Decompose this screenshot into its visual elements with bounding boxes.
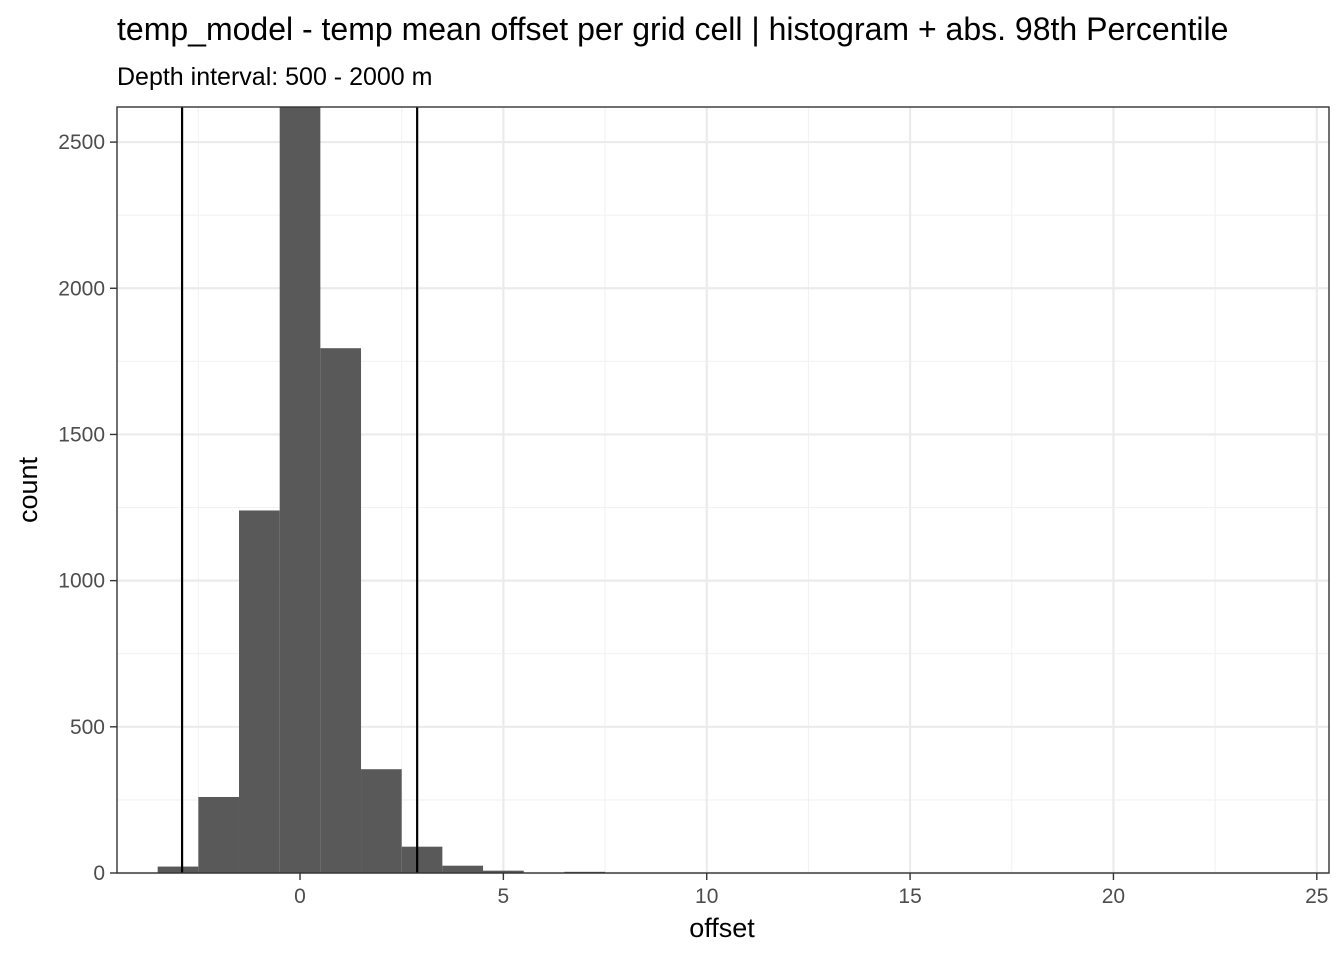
x-tick-label: 0 [294,885,306,908]
y-tick-label: 2500 [58,131,105,154]
y-tick-label: 2000 [58,277,105,300]
x-tick-label: 20 [1102,885,1125,908]
y-tick-label: 500 [70,716,105,739]
histogram-bar [239,510,280,873]
histogram-bar [279,107,321,873]
chart-title: temp_model - temp mean offset per grid c… [117,11,1228,47]
y-tick-label: 1500 [58,423,105,446]
histogram-bar [361,769,402,873]
histogram-bar [442,865,484,873]
y-axis-title: count [13,456,43,523]
histogram-bar [483,870,524,873]
histogram-bars [157,107,606,874]
histogram-bar [320,348,362,874]
histogram-bar [401,846,443,873]
plot-area [116,106,1330,875]
x-axis-title: offset [689,913,755,943]
histogram-bar [198,796,240,873]
histogram-bar [157,866,199,873]
y-tick-label: 0 [93,862,105,885]
panel-border [116,106,1330,874]
chart-subtitle: Depth interval: 500 - 2000 m [117,63,432,91]
percentile-lines [180,107,419,873]
y-tick-label: 1000 [58,570,105,593]
x-axis: 0 5 10 15 20 25 [294,873,1328,908]
x-tick-label: 10 [695,885,718,908]
x-tick-label: 5 [498,885,510,908]
x-tick-label: 25 [1305,885,1328,908]
x-tick-label: 15 [898,885,921,908]
y-axis: 0 500 1000 1500 2000 2500 [58,131,117,885]
